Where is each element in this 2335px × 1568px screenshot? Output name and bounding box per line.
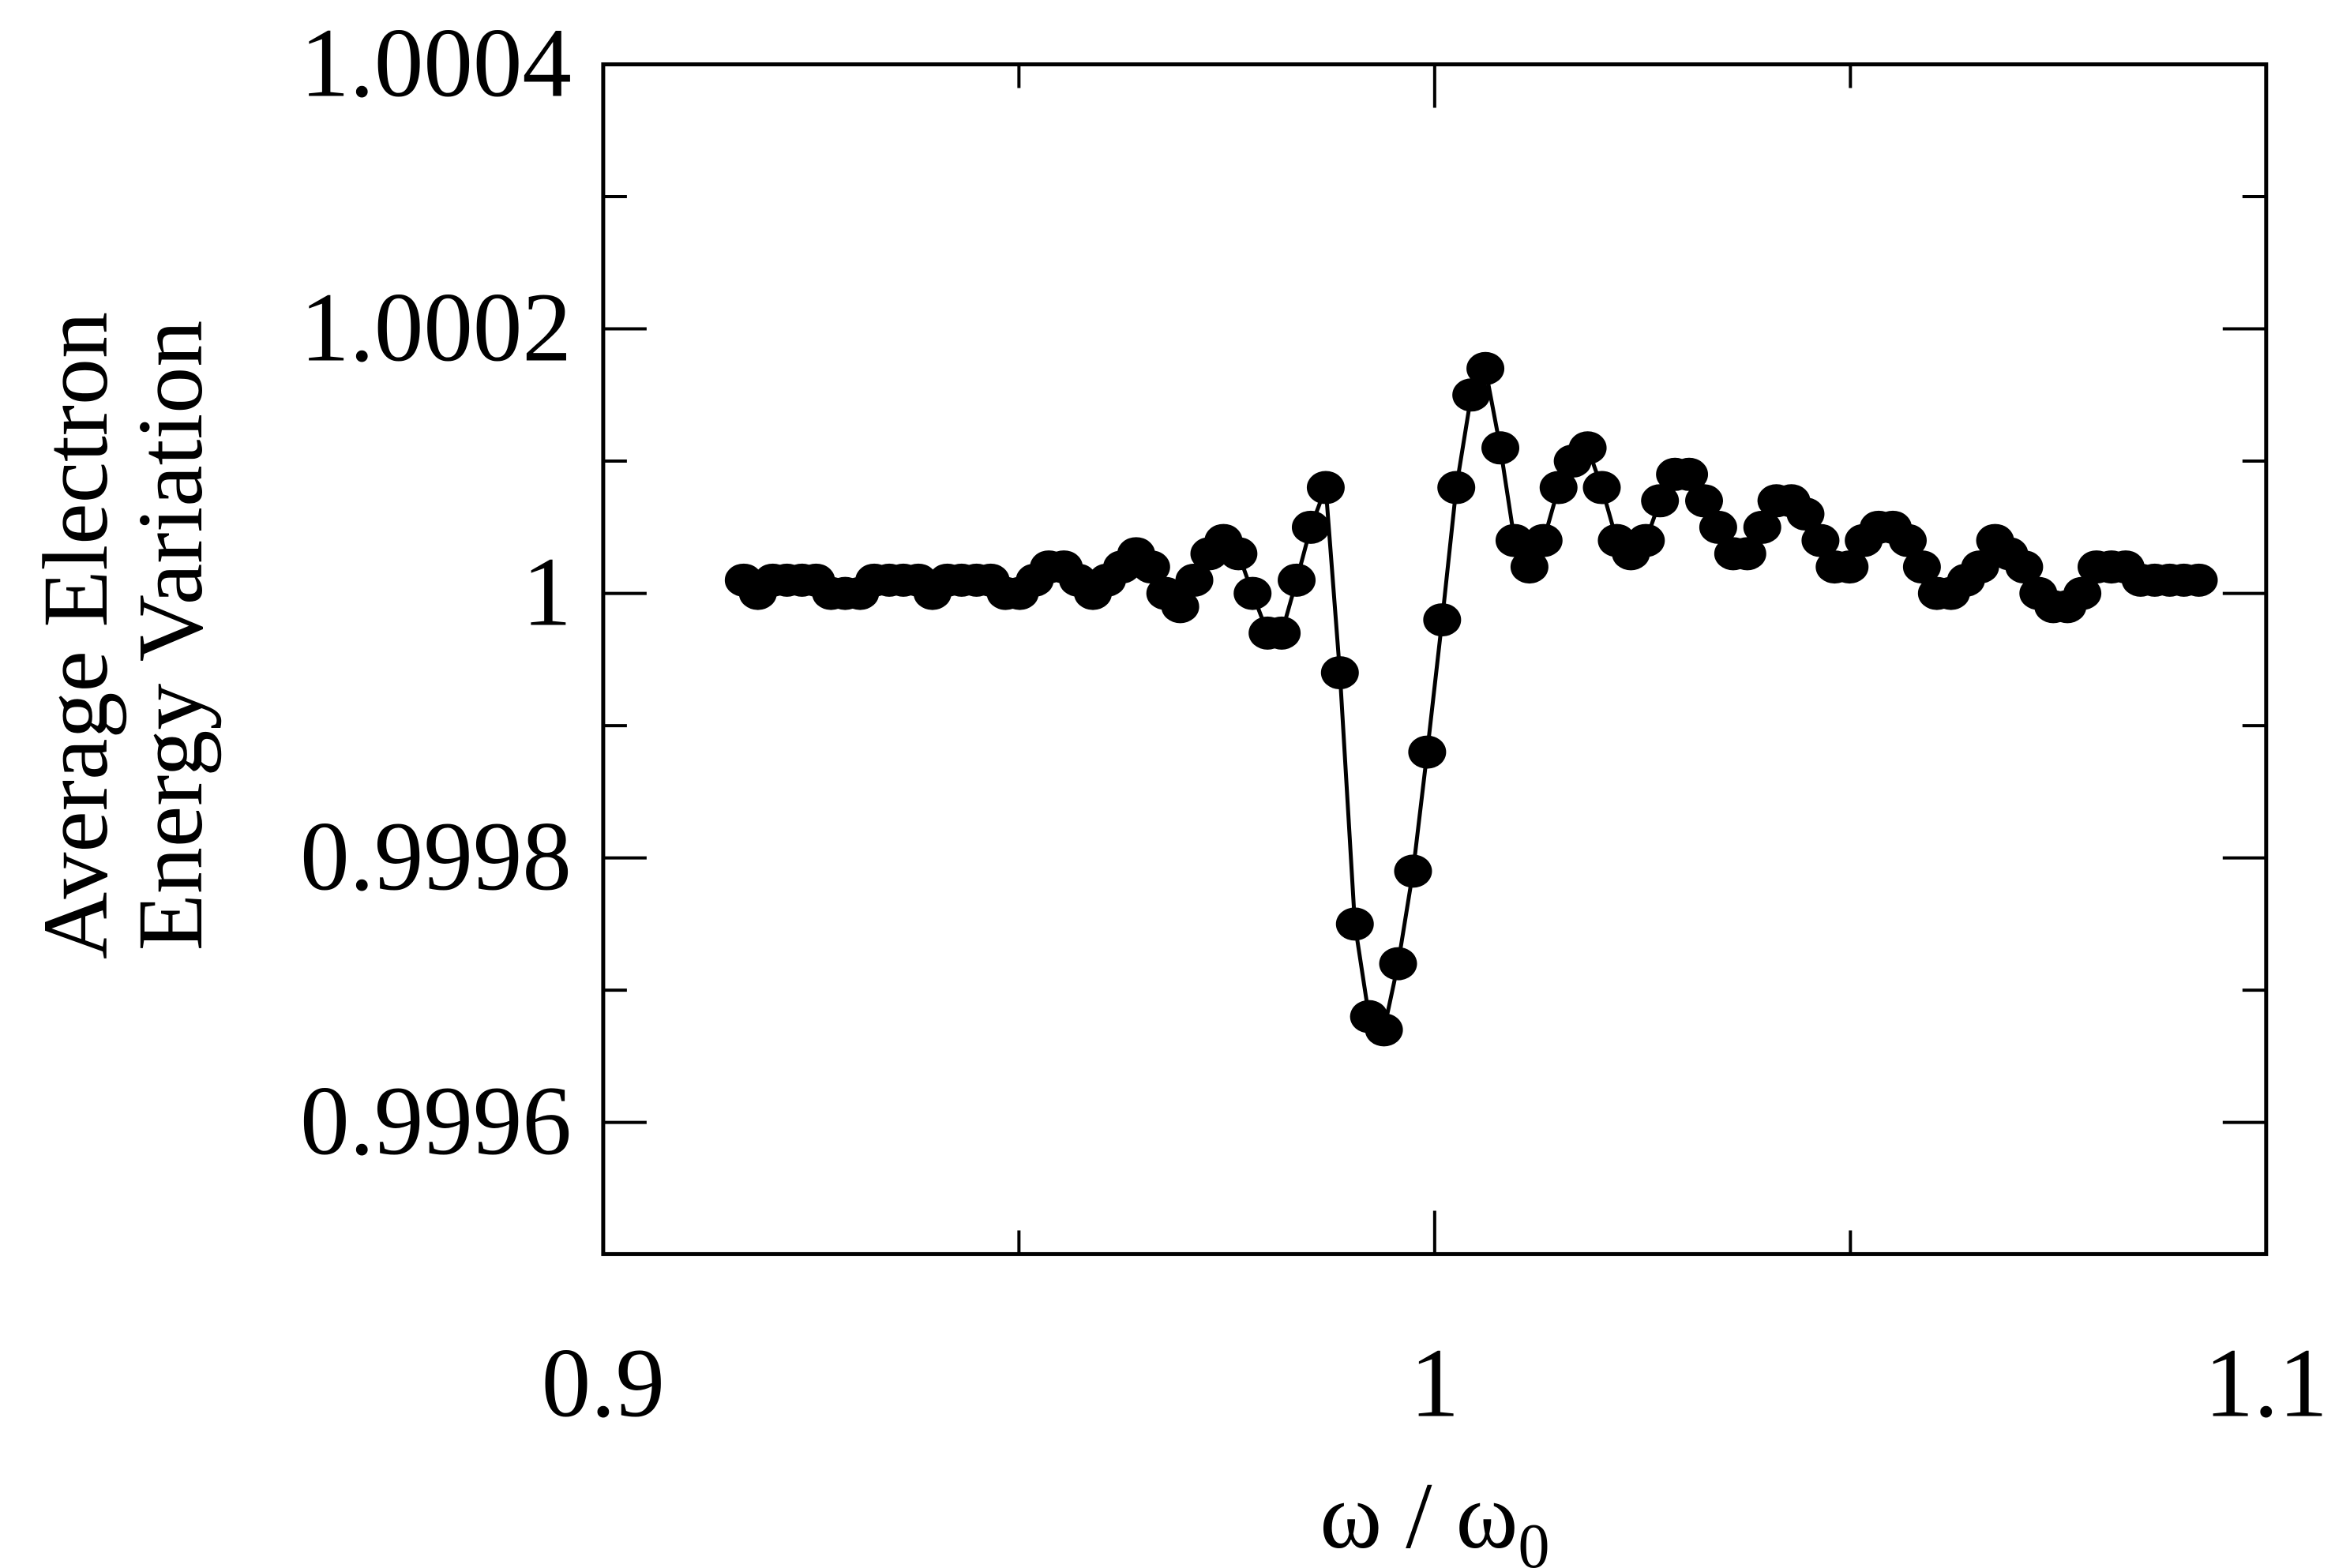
data-point <box>1481 431 1520 465</box>
plot-border <box>601 62 2269 1256</box>
data-markers <box>724 351 2218 1047</box>
axis-titles: ω / ω0 Average ElectronEnergy Variation <box>24 312 1550 1568</box>
series-polyline <box>742 362 2199 1034</box>
data-point <box>1539 471 1578 505</box>
data-point <box>1670 457 1709 491</box>
data-point <box>1263 616 1301 650</box>
data-line <box>742 362 2199 1034</box>
x-tick-label: 1 <box>1410 1329 1460 1438</box>
data-point <box>1452 378 1491 412</box>
data-point <box>2005 550 2044 584</box>
data-point <box>1306 471 1345 505</box>
data-point <box>1394 854 1432 888</box>
data-point <box>1830 550 1869 584</box>
data-point <box>1888 523 1927 557</box>
data-point <box>1801 523 1840 557</box>
x-axis-title: ω / ω0 <box>1320 1463 1549 1568</box>
data-point <box>1335 907 1374 941</box>
data-point <box>1685 484 1724 518</box>
data-point <box>1568 431 1607 465</box>
data-point <box>1175 563 1214 597</box>
data-point <box>1423 603 1462 637</box>
x-tick-label: 0.9 <box>542 1329 665 1438</box>
data-point <box>1219 537 1258 571</box>
data-point <box>1320 656 1359 690</box>
y-tick-label: 1 <box>522 538 572 647</box>
data-point <box>1233 576 1272 610</box>
x-tick-label: 1.1 <box>2205 1329 2328 1438</box>
data-point <box>1466 351 1505 385</box>
data-point <box>1437 471 1476 505</box>
axis-ticks <box>601 62 2268 1255</box>
data-point <box>1408 735 1447 769</box>
data-point <box>1961 550 1999 584</box>
data-point <box>1510 550 1549 584</box>
y-tick-label: 0.9996 <box>300 1067 572 1176</box>
data-point <box>1291 510 1330 544</box>
plot-frame <box>601 62 2269 1256</box>
data-point <box>1728 537 1766 571</box>
data-point <box>1495 523 1534 557</box>
data-point <box>1786 497 1825 531</box>
data-point <box>1379 947 1417 981</box>
tick-labels: 0.9996 0.9998 1 1.0002 1.0004 0.9 1 1.1 <box>300 9 2328 1439</box>
data-point <box>1161 590 1199 624</box>
y-axis-title: Average ElectronEnergy Variation <box>24 312 222 959</box>
data-point <box>1699 510 1737 544</box>
y-tick-label: 0.9998 <box>300 803 572 912</box>
data-point <box>1278 563 1316 597</box>
data-point <box>1627 523 1665 557</box>
y-tick-label: 1.0002 <box>300 274 572 383</box>
y-tick-label: 1.0004 <box>300 9 572 118</box>
data-point <box>2063 576 2102 610</box>
data-point <box>1641 484 1680 518</box>
data-point <box>1902 550 1941 584</box>
data-point <box>1582 471 1621 505</box>
data-point <box>2179 563 2218 597</box>
data-point <box>1365 1013 1403 1047</box>
data-point <box>1524 523 1563 557</box>
data-point <box>1743 510 1781 544</box>
data-point <box>1132 550 1170 584</box>
